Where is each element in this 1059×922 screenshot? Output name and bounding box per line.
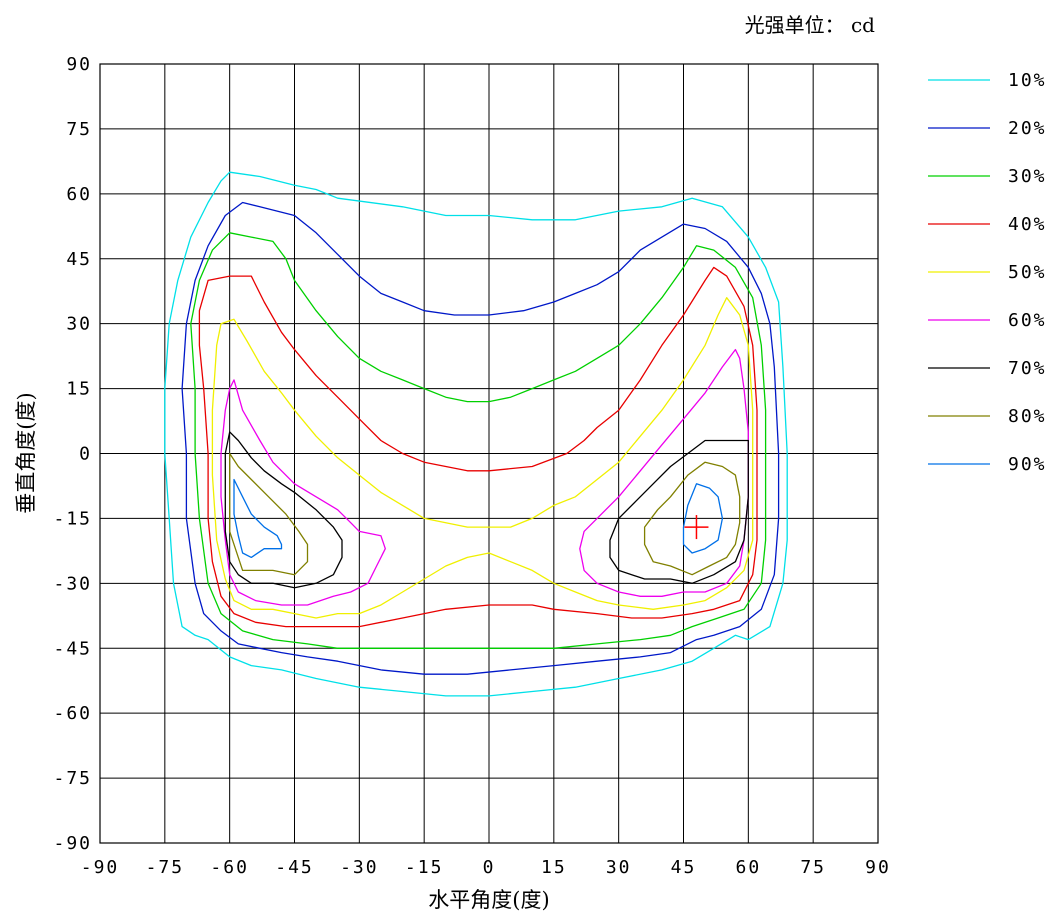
legend-label: 40% xyxy=(1008,214,1047,235)
legend-label: 80% xyxy=(1008,406,1047,427)
contour-line-10pct xyxy=(164,171,788,697)
y-tick-label: 0 xyxy=(79,444,92,465)
y-tick-label: -15 xyxy=(53,508,92,529)
peak-marker xyxy=(684,515,709,540)
y-tick-label: -60 xyxy=(53,703,92,724)
x-tick-label: 75 xyxy=(800,857,826,878)
y-tick-label: 75 xyxy=(66,119,92,140)
contour-line-90pct xyxy=(233,478,283,559)
contour-line-80pct xyxy=(229,452,309,576)
legend: 10% 20% 30% 40% 50% 60% 70% 80% 90% xyxy=(928,70,1047,475)
y-tick-label: 60 xyxy=(66,184,92,205)
contour-line-80pct xyxy=(643,461,741,576)
legend-label: 70% xyxy=(1008,358,1047,379)
y-tick-label: -30 xyxy=(53,573,92,594)
contour-line-60pct xyxy=(220,379,386,606)
unit-label: 光强单位： cd xyxy=(745,13,876,37)
x-tick-label: 60 xyxy=(735,857,761,878)
y-tick-label: 90 xyxy=(66,54,92,75)
contour-line-70pct xyxy=(609,439,749,584)
legend-label: 60% xyxy=(1008,310,1047,331)
tick-labels: -90 -75 -60 -45 -30 -15 0 15 30 45 60 75 90 90 75 60 45 3… xyxy=(53,54,891,878)
contour-line-50pct xyxy=(211,297,754,619)
contour-line-30pct xyxy=(190,232,767,649)
legend-label: 90% xyxy=(1008,454,1047,475)
x-tick-label: 45 xyxy=(671,857,697,878)
x-tick-label: 30 xyxy=(606,857,632,878)
x-axis-title: 水平角度(度) xyxy=(428,888,549,912)
x-tick-label: 0 xyxy=(483,857,496,878)
legend-label: 30% xyxy=(1008,166,1047,187)
x-tick-label: -90 xyxy=(81,857,120,878)
y-tick-label: -45 xyxy=(53,638,92,659)
x-tick-label: 15 xyxy=(541,857,567,878)
legend-label: 10% xyxy=(1008,70,1047,91)
contour-series xyxy=(164,171,788,697)
contour-line-40pct xyxy=(198,266,758,628)
x-tick-label: -60 xyxy=(210,857,249,878)
contour-line-90pct xyxy=(682,483,724,554)
legend-label: 50% xyxy=(1008,262,1047,283)
grid xyxy=(99,63,879,844)
y-axis-title: 垂直角度(度) xyxy=(14,392,38,513)
x-tick-label: -75 xyxy=(146,857,185,878)
y-tick-label: 45 xyxy=(66,249,92,270)
y-tick-label: -75 xyxy=(53,768,92,789)
plot-frame xyxy=(99,63,879,844)
y-tick-label: -90 xyxy=(53,833,92,854)
contour-line-20pct xyxy=(181,201,780,675)
legend-label: 20% xyxy=(1008,118,1047,139)
x-tick-label: -45 xyxy=(275,857,314,878)
contour-line-70pct xyxy=(224,431,343,589)
y-tick-label: 30 xyxy=(66,314,92,335)
y-tick-label: 15 xyxy=(66,379,92,400)
x-tick-label: -15 xyxy=(405,857,444,878)
x-tick-label: -30 xyxy=(340,857,379,878)
x-tick-label: 90 xyxy=(865,857,891,878)
